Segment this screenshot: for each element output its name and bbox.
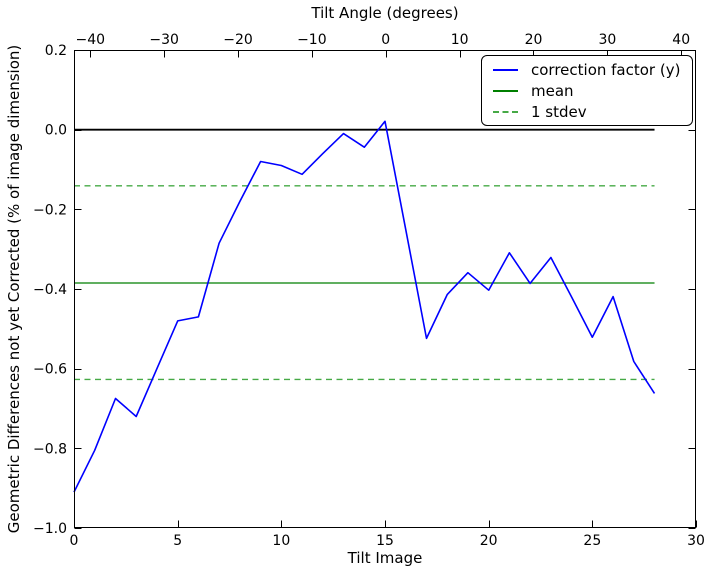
x-tick-label: 20: [480, 533, 498, 549]
top-tick-label: 30: [598, 32, 616, 48]
legend-entry-mean: mean: [482, 81, 692, 101]
top-tick-label: 20: [525, 32, 543, 48]
x-tick-label: 5: [173, 533, 182, 549]
legend-label: correction factor (y): [531, 60, 681, 79]
y-tick-label: −0.8: [33, 441, 67, 457]
top-tick-label: −20: [223, 32, 253, 48]
top-tick-label: −10: [297, 32, 327, 48]
y-tick-label: −1.0: [33, 521, 67, 537]
top-tick-label: 40: [672, 32, 690, 48]
correction-factor-line: [73, 120, 656, 493]
x-tick-label: 25: [583, 533, 601, 549]
y-axis-title: Geometric Differences not yet Corrected …: [5, 44, 23, 534]
x-axis-title: Tilt Image: [347, 549, 423, 567]
top-axis-title: Tilt Angle (degrees): [311, 4, 459, 22]
legend-entry-stdev: 1 stdev: [482, 102, 692, 122]
top-tick-label: 0: [381, 32, 390, 48]
legend-line-sample-green: [493, 89, 518, 92]
y-tick-label: −0.6: [33, 362, 67, 378]
legend-label: 1 stdev: [531, 102, 587, 121]
x-tick-label: 30: [687, 533, 705, 549]
x-tick-label: 0: [70, 533, 79, 549]
x-tick-label: 10: [272, 533, 290, 549]
legend: correction factor (y) mean 1 stdev: [481, 55, 693, 126]
top-tick-label: 10: [451, 32, 469, 48]
legend-line-sample-blue: [493, 68, 518, 71]
top-tick-label: −40: [75, 32, 105, 48]
x-tick-label: 15: [376, 533, 394, 549]
y-tick-label: −0.2: [33, 202, 67, 218]
y-tick-label: 0.2: [45, 43, 67, 59]
y-tick-label: −0.4: [33, 282, 67, 298]
legend-line-sample-dashed: [493, 110, 518, 113]
y-tick-label: 0.0: [45, 123, 67, 139]
top-tick-label: −30: [149, 32, 179, 48]
legend-entry-correction-factor: correction factor (y): [482, 60, 692, 80]
legend-label: mean: [531, 81, 574, 100]
